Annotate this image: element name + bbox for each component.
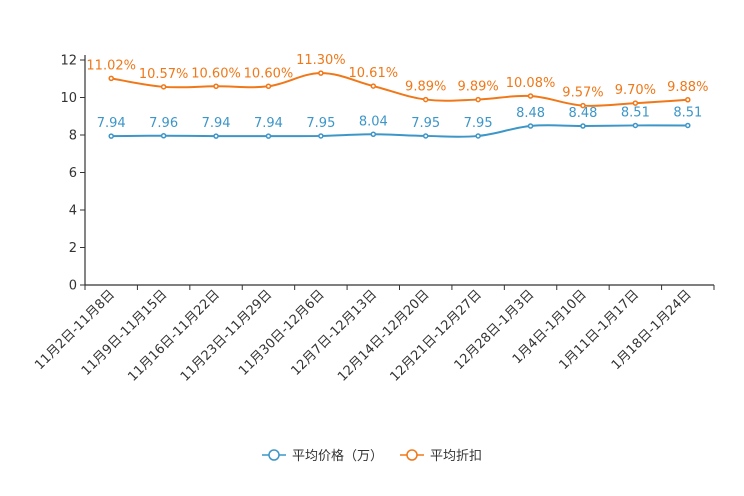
data-label: 9.70%	[615, 83, 656, 98]
data-label: 9.89%	[405, 80, 446, 95]
data-point	[580, 123, 586, 129]
data-label: 10.57%	[139, 67, 189, 82]
data-label: 9.88%	[667, 80, 708, 95]
y-tick-label: 6	[69, 166, 77, 181]
legend-label: 平均价格（万）	[292, 448, 383, 464]
data-point	[580, 102, 586, 109]
data-label: 7.94	[97, 116, 126, 131]
data-point	[160, 84, 167, 90]
data-label: 7.95	[411, 116, 440, 131]
data-label: 7.96	[149, 116, 178, 131]
data-point	[370, 83, 377, 89]
legend-swatch-marker	[268, 449, 280, 461]
data-point	[685, 97, 691, 103]
data-label: 8.51	[621, 105, 650, 120]
data-label: 10.60%	[244, 66, 294, 81]
data-label: 10.08%	[506, 76, 556, 91]
y-tick-label: 4	[69, 204, 77, 219]
legend-label: 平均折扣	[430, 449, 482, 464]
data-label: 11.30%	[296, 53, 346, 68]
data-label: 7.94	[254, 116, 283, 131]
y-tick-label: 10	[60, 91, 77, 106]
data-label: 10.60%	[191, 66, 241, 81]
data-label: 8.48	[516, 106, 545, 121]
y-tick-label: 12	[60, 54, 77, 69]
data-label: 8.04	[359, 114, 388, 129]
data-point	[632, 122, 639, 129]
data-point	[422, 133, 429, 139]
data-point	[213, 133, 219, 139]
data-point	[422, 96, 429, 103]
data-point	[370, 131, 377, 137]
data-point	[160, 133, 167, 139]
y-tick-label: 8	[69, 129, 77, 144]
data-point	[632, 100, 639, 106]
data-point	[685, 122, 691, 129]
data-point	[475, 96, 481, 103]
data-label: 8.51	[673, 105, 702, 120]
data-point	[265, 83, 272, 89]
legend: 平均价格（万） 平均折扣	[262, 448, 482, 464]
data-point	[318, 70, 324, 76]
data-point	[475, 133, 481, 139]
data-point	[318, 133, 324, 139]
data-label: 7.95	[464, 116, 493, 131]
data-point	[213, 83, 219, 89]
series-line-1	[111, 124, 688, 138]
y-tick-label: 2	[69, 241, 77, 256]
data-label: 7.95	[306, 116, 335, 131]
data-label: 9.57%	[562, 86, 603, 101]
data-point	[108, 75, 114, 82]
series-line-2	[111, 72, 688, 107]
data-label: 8.48	[568, 106, 597, 121]
data-label: 7.94	[202, 116, 231, 131]
data-point	[265, 133, 272, 139]
legend-swatch-marker	[406, 449, 418, 461]
data-label: 10.61%	[349, 66, 399, 81]
y-tick-label: 0	[69, 279, 77, 294]
data-point	[108, 133, 114, 139]
data-label: 11.02%	[86, 58, 136, 73]
data-point	[527, 93, 534, 99]
x-tick-label: 12月14日-12月20日	[335, 287, 432, 384]
data-point	[527, 123, 534, 129]
x-tick-label: 11月23日-11月29日	[178, 287, 275, 384]
x-tick-label: 11月16日-11月22日	[125, 287, 222, 384]
x-tick-label: 12月21日-12月27日	[387, 287, 484, 384]
data-label: 9.89%	[457, 80, 498, 95]
